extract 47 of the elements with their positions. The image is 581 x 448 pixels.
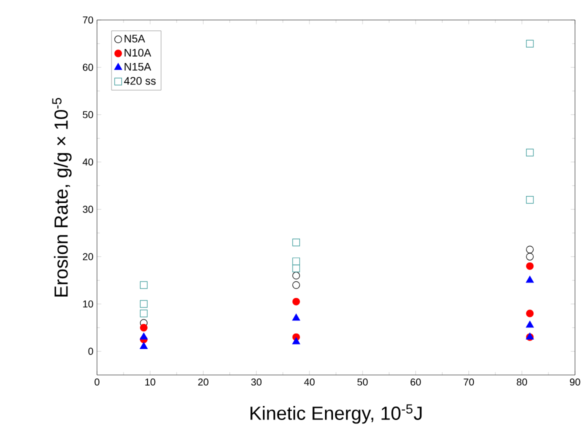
point <box>292 337 300 344</box>
point <box>526 252 534 260</box>
point <box>292 314 300 321</box>
x-tick-label: 50 <box>357 378 368 386</box>
point <box>292 264 300 272</box>
point <box>526 40 534 48</box>
point <box>140 324 148 332</box>
point <box>526 148 534 156</box>
point <box>292 298 300 306</box>
y-tick-label: 0 <box>88 348 94 355</box>
x-tick-label: 40 <box>304 378 315 386</box>
y-tick-label: 40 <box>82 158 94 166</box>
x-tick-label: 80 <box>516 378 528 386</box>
point <box>292 238 300 246</box>
y-tick-label: 50 <box>82 111 94 118</box>
y-tick-label: 70 <box>82 16 94 24</box>
legend-label: N5A <box>124 34 146 42</box>
x-tick-label: 60 <box>410 378 421 386</box>
point <box>292 281 300 289</box>
y-tick-label: 10 <box>83 300 94 308</box>
point <box>292 272 300 280</box>
point <box>140 300 148 308</box>
x-tick-label: 10 <box>145 378 156 386</box>
point <box>526 320 534 328</box>
legend-label: 420 ss <box>124 77 156 85</box>
y-axis-title: Erosion Rate, g/g × 10$^{-5}$ <box>52 98 72 297</box>
point <box>140 281 148 289</box>
point <box>526 310 534 318</box>
x-tick-label: 90 <box>570 378 580 386</box>
y-tick-label: 30 <box>82 206 94 213</box>
point <box>526 196 534 204</box>
x-axis-title: Kinetic Energy, 10$^{-5}$J <box>250 404 422 424</box>
point <box>140 310 148 318</box>
x-tick-label: 20 <box>198 378 208 386</box>
point <box>140 342 148 349</box>
point <box>526 246 534 254</box>
x-tick-label: 30 <box>251 378 262 386</box>
y-tick-label: 60 <box>82 64 94 71</box>
x-tick-label: 70 <box>464 378 474 386</box>
point <box>292 258 300 266</box>
point <box>526 276 534 283</box>
point <box>140 332 148 340</box>
point <box>526 262 534 270</box>
legend-label: N10A <box>124 48 152 57</box>
y-tick-label: 20 <box>82 253 94 260</box>
x-tick-label: 0 <box>94 378 100 386</box>
legend-label: N15A <box>124 62 152 71</box>
